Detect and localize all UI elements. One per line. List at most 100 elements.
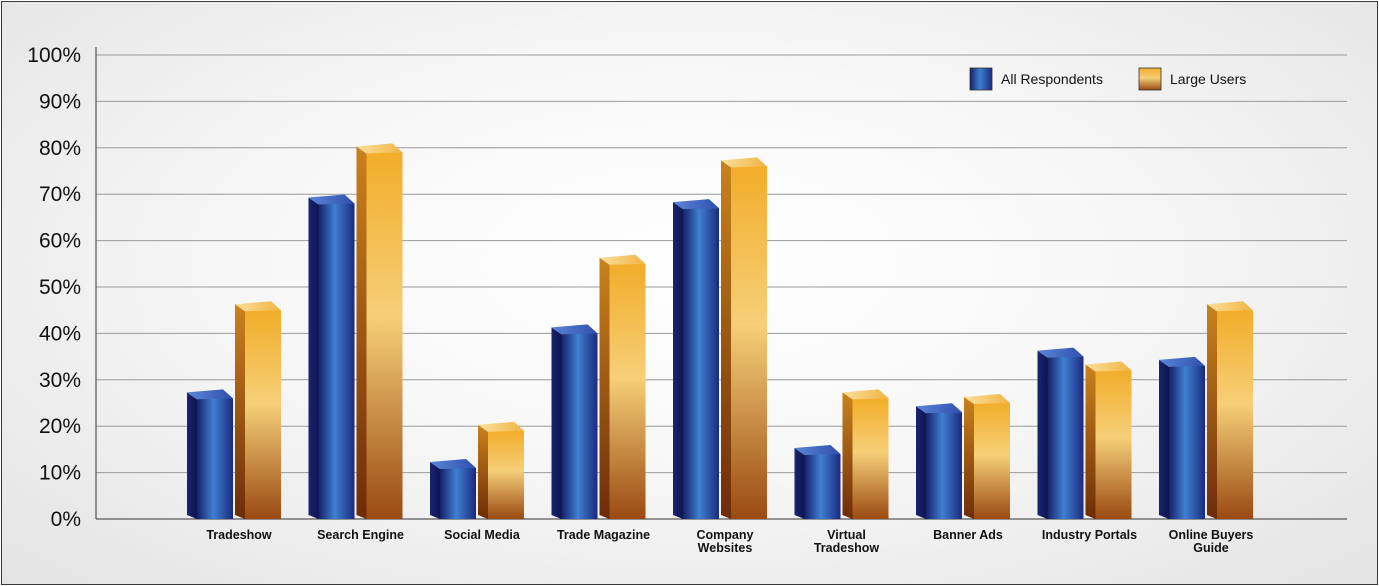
bar [551,324,598,519]
bar [1207,301,1253,519]
category-label: Online Buyers Guide [1169,528,1254,555]
bar-top [551,324,598,335]
bar-side [356,146,367,519]
y-tick-label: 90% [39,90,81,113]
bar-side [235,304,245,519]
category-label-line: Search Engine [317,528,404,542]
bar-top [794,445,841,456]
bar-side [551,327,562,519]
bar-top [187,389,233,400]
category-label-line: Guide [1193,541,1228,555]
category-label: Virtual Tradeshow [814,528,880,555]
y-tick-label: 100% [27,44,81,67]
category-label: Banner Ads [933,528,1003,542]
bar-side [842,392,853,519]
bar-front [197,398,233,519]
axes: 0% 10% 20% 30% 40% 50% 60% 70% 80% 90% 100% [27,44,1347,531]
bar-top [1159,356,1205,367]
bar-front [245,310,281,519]
category-label-line: Trade Magazine [557,528,650,542]
category-label: Industry Portals [1042,528,1137,542]
legend: All Respondents Large Users [969,67,1246,91]
bar-top [356,143,403,154]
category-label: Tradeshow [206,528,272,542]
y-tick-label: 0% [51,508,81,531]
legend-swatch [969,67,993,91]
bars [187,143,1253,520]
bar-front [1217,310,1253,519]
bar-front [488,430,524,519]
bar-top [235,301,281,312]
bar-top [308,194,355,205]
bar [1037,347,1084,519]
category-label-line: Tradeshow [206,528,272,542]
y-tick-label: 40% [39,322,81,345]
bar-front [804,454,841,519]
bar-front [974,403,1010,519]
bar [1085,361,1132,519]
bar-top [842,389,889,400]
category-label-line: Industry Portals [1042,528,1137,542]
bar-front [366,152,403,519]
bar [964,394,1010,519]
bar-top [916,403,962,414]
bar-front [1095,370,1132,519]
bar-top [721,157,767,168]
bar [187,389,233,519]
y-tick-label: 80% [39,137,81,160]
category-label-line: Virtual [827,528,866,542]
category-labels: Tradeshow Search Engine Social Media Trade … [206,528,1253,555]
legend-swatch [1138,67,1162,91]
bar-front [440,467,476,519]
bar [673,199,719,519]
bar-side [721,160,731,520]
bar-front [1047,356,1084,519]
y-tick-label: 10% [39,462,81,485]
bar-side [599,257,610,519]
category-label-line: Websites [698,541,753,555]
bar-front [609,263,646,519]
y-tick-label: 20% [39,415,81,438]
bar-front [926,412,962,519]
category-label-line: Company [697,528,754,542]
y-tick-label: 60% [39,230,81,253]
category-label: Social Media [444,528,521,542]
bar-side [187,392,197,519]
category-label: Search Engine [317,528,404,542]
bar-side [964,397,974,519]
bar-top [1085,361,1132,372]
bar-side [1037,350,1048,519]
bar-front [1169,365,1205,519]
bar-top [478,421,524,432]
bar [356,143,403,519]
legend-label: All Respondents [1001,71,1103,87]
bar-side [308,197,319,520]
bar-front [683,208,719,519]
bar-top [964,394,1010,404]
bar-top [673,199,719,210]
bar [430,458,476,519]
bar-top [1207,301,1253,312]
bar [308,194,355,520]
bar [721,157,767,520]
bar [1159,356,1205,519]
category-label: Trade Magazine [557,528,650,542]
category-label-line: Online Buyers [1169,528,1254,542]
bar-front [318,203,355,520]
category-label-line: Banner Ads [933,528,1003,542]
y-tick-label: 50% [39,276,81,299]
bar-side [430,461,440,519]
y-tick-label: 70% [39,183,81,206]
legend-label: Large Users [1170,71,1246,87]
bar-side [478,424,488,519]
bar [599,254,646,519]
bar-top [1037,347,1084,358]
bar-side [1207,304,1217,519]
y-tick-label: 30% [39,369,81,392]
bar-side [916,406,926,519]
bar [478,421,524,519]
category-label-line: Tradeshow [814,541,880,555]
bar [916,403,962,519]
